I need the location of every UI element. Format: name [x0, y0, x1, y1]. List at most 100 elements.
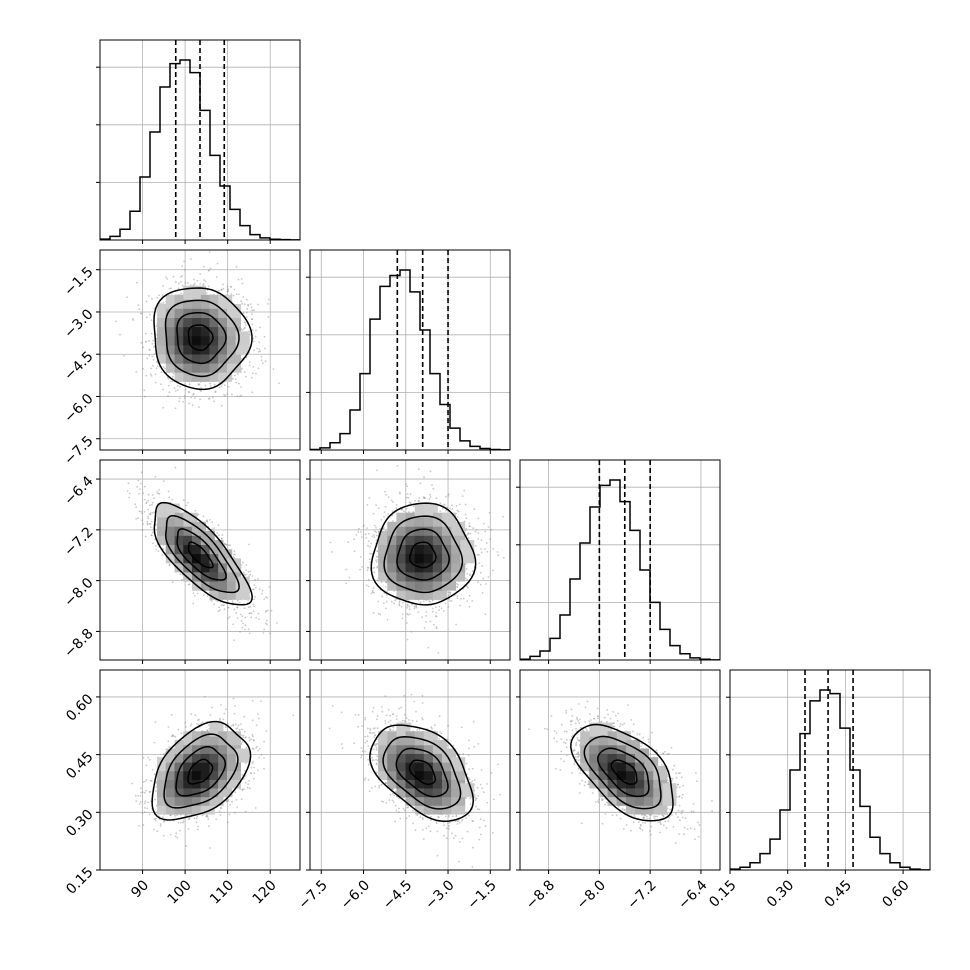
sample-point: [405, 622, 408, 624]
sample-point: [490, 529, 493, 531]
sample-point: [136, 281, 138, 284]
sample-point: [227, 544, 230, 547]
sample-point: [484, 548, 487, 550]
sample-point: [154, 545, 157, 547]
sample-point: [417, 468, 420, 471]
density-cell: [227, 304, 241, 318]
sample-point: [259, 350, 261, 353]
sample-point: [150, 534, 153, 537]
sample-point: [217, 524, 220, 527]
contour-line: [164, 299, 240, 378]
sample-point: [138, 510, 141, 513]
sample-point: [145, 340, 148, 343]
sample-point: [243, 607, 246, 609]
sample-point: [240, 300, 243, 303]
sample-point: [247, 570, 250, 573]
sample-point: [227, 617, 229, 619]
sample-point: [218, 534, 220, 537]
sample-point: [368, 558, 371, 560]
sample-point: [205, 292, 208, 294]
sample-point: [233, 553, 236, 556]
sample-point: [155, 548, 158, 551]
sample-point: [497, 554, 500, 557]
sample-point: [242, 312, 245, 315]
sample-point: [400, 509, 403, 511]
sample-point: [233, 550, 236, 553]
sample-point: [419, 482, 422, 485]
sample-point: [181, 265, 184, 267]
sample-point: [260, 359, 263, 362]
sample-point: [152, 364, 155, 367]
sample-point: [411, 603, 414, 606]
y-tick-label: −8.8: [61, 626, 96, 661]
sample-point: [223, 393, 225, 396]
sample-point: [236, 606, 239, 609]
sample-point: [160, 383, 162, 386]
sample-point: [386, 600, 388, 603]
panel-frame: [99, 39, 301, 241]
sample-point: [245, 569, 248, 572]
sample-point: [182, 400, 185, 403]
scatter-panel-1-0: −7.5−6.0−4.5−3.0−1.5: [61, 249, 301, 468]
sample-point: [255, 372, 257, 375]
sample-point: [150, 374, 153, 377]
sample-point: [406, 606, 408, 609]
y-tick-label: −4.5: [61, 349, 96, 384]
sample-point: [362, 525, 365, 528]
sample-point: [183, 268, 186, 271]
sample-point: [142, 346, 145, 349]
sample-point: [221, 537, 223, 540]
sample-point: [263, 628, 266, 631]
sample-point: [183, 260, 186, 263]
sample-point: [429, 600, 432, 603]
sample-point: [153, 346, 156, 348]
sample-point: [259, 326, 261, 329]
sample-point: [154, 475, 157, 478]
sample-point: [136, 485, 139, 488]
sample-point: [156, 296, 159, 299]
sample-point: [246, 299, 248, 301]
sample-point: [165, 276, 167, 279]
sample-point: [145, 316, 148, 319]
sample-point: [220, 289, 223, 292]
sample-point: [439, 510, 442, 513]
sample-point: [249, 334, 252, 336]
sample-point: [187, 502, 189, 504]
sample-point: [251, 318, 254, 321]
sample-point: [243, 628, 246, 631]
sample-point: [178, 397, 181, 400]
sample-point: [145, 502, 148, 505]
sample-point: [135, 506, 138, 508]
sample-point: [384, 505, 387, 508]
sample-point: [245, 316, 248, 319]
sample-point: [153, 497, 156, 500]
sample-point: [243, 328, 245, 330]
sample-point: [128, 496, 131, 499]
sample-point: [251, 323, 254, 326]
sample-point: [480, 539, 483, 542]
sample-point: [143, 485, 146, 488]
sample-point: [227, 606, 230, 609]
sample-point: [264, 347, 266, 350]
contour-line: [176, 528, 227, 581]
sample-point: [183, 394, 186, 397]
sample-point: [241, 302, 243, 305]
sample-point: [213, 383, 216, 386]
sample-point: [202, 265, 205, 268]
sample-point: [360, 536, 363, 538]
sample-point: [242, 296, 245, 298]
sample-point: [372, 612, 375, 614]
sample-point: [267, 609, 269, 612]
sample-point: [181, 574, 184, 576]
sample-point: [147, 493, 150, 496]
sample-point: [255, 617, 257, 619]
sample-point: [196, 513, 199, 516]
sample-point: [435, 615, 437, 617]
sample-point: [252, 588, 254, 591]
sample-point: [194, 397, 196, 399]
sample-point: [225, 543, 228, 546]
sample-point: [249, 612, 252, 614]
sample-point: [247, 628, 250, 631]
sample-point: [223, 604, 226, 607]
sample-point: [461, 495, 464, 497]
